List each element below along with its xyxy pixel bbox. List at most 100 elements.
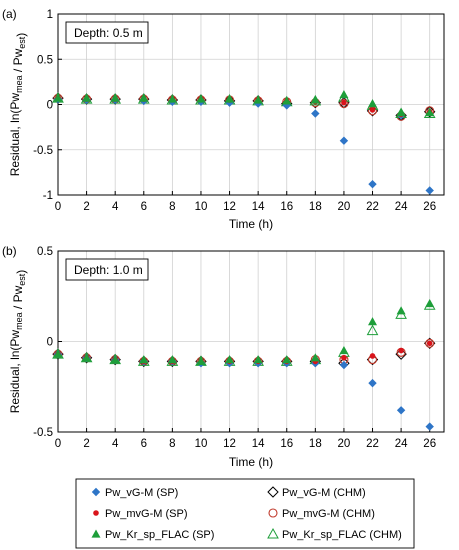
legend-marker [268, 508, 278, 518]
legend-marker [91, 487, 101, 497]
data-point [310, 353, 320, 362]
y-tick-label: 0.5 [37, 54, 53, 66]
data-point [425, 108, 435, 117]
x-tick-label: 16 [280, 438, 293, 450]
x-tick-label: 14 [252, 201, 265, 213]
x-tick-label: 0 [55, 201, 61, 213]
x-tick-label: 26 [423, 438, 436, 450]
data-point [110, 355, 120, 364]
depth-annotation-box [65, 258, 149, 281]
data-point [139, 93, 149, 102]
x-tick-label: 6 [141, 201, 147, 213]
data-point [396, 108, 406, 117]
legend-marker [267, 527, 279, 539]
x-tick-label: 8 [169, 201, 175, 213]
legend-label: Pw_mvG-M (SP) [105, 508, 188, 520]
y-tick-label: -1 [43, 190, 53, 202]
panel-label: (b) [2, 244, 17, 258]
data-point [368, 179, 377, 189]
depth-annotation: Depth: 1.0 m [74, 263, 143, 277]
data-point [369, 353, 376, 359]
legend-label: Pw_vG-M (CHM) [282, 487, 366, 499]
data-point [310, 95, 320, 104]
data-point [196, 94, 206, 103]
data-point [225, 355, 235, 364]
x-tick-label: 20 [338, 438, 351, 450]
data-point [425, 186, 434, 195]
legend-label: Pw_Kr_sp_FLAC (CHM) [282, 529, 402, 541]
x-tick-label: 4 [112, 201, 119, 213]
x-tick-label: 0 [55, 438, 61, 450]
data-point [339, 346, 349, 355]
data-point [282, 96, 292, 105]
y-tick-label: 1 [47, 9, 53, 21]
data-point [368, 317, 378, 326]
data-point [225, 94, 235, 103]
x-tick-label: 18 [309, 438, 322, 450]
legend-label: Pw_mvG-M (CHM) [282, 508, 375, 520]
data-point [339, 99, 349, 109]
data-point [339, 360, 349, 370]
y-tick-label: -0.5 [33, 427, 53, 439]
data-point [253, 95, 263, 104]
x-tick-label: 22 [366, 201, 379, 213]
legend: Pw_vG-M (SP) Pw_vG-M (CHM) Pw_mvG-M (SP) Pw… [75, 478, 415, 549]
legend-label: Pw_vG-M (SP) [105, 487, 178, 499]
data-point [282, 355, 292, 364]
data-point [339, 136, 349, 145]
data-point [425, 422, 434, 431]
data-point [395, 348, 407, 360]
x-tick-label: 24 [395, 438, 408, 450]
data-point [82, 353, 92, 362]
y-axis-label: Residual, ln(Pwmea / Pwest) [8, 270, 28, 414]
data-point [369, 107, 376, 113]
x-tick-label: 2 [83, 201, 89, 213]
x-tick-label: 24 [395, 201, 408, 213]
x-tick-label: 8 [169, 438, 175, 450]
y-tick-label: 0.5 [37, 246, 53, 258]
x-tick-label: 2 [83, 438, 89, 450]
y-tick-label: -0.5 [33, 145, 53, 157]
data-point [423, 106, 436, 118]
depth-annotation: Depth: 0.5 m [74, 26, 143, 40]
x-tick-label: 22 [366, 438, 379, 450]
data-point [339, 90, 349, 99]
data-point [139, 355, 149, 364]
x-tick-label: 10 [195, 438, 208, 450]
data-point [368, 378, 377, 388]
legend-label: Pw_Kr_sp_FLAC (SP) [105, 529, 214, 541]
y-tick-label: 0 [47, 337, 53, 349]
legend-marker [267, 486, 279, 498]
data-point [366, 324, 379, 336]
legend-marker [93, 510, 99, 516]
x-tick-label: 12 [223, 438, 236, 450]
y-axis-label: Residual, ln(Pwmea / Pwest) [8, 33, 28, 177]
data-point [396, 306, 406, 315]
y-tick-label: 0 [47, 100, 53, 112]
data-point [398, 347, 404, 354]
data-point [196, 356, 206, 366]
data-point [53, 349, 63, 358]
x-tick-label: 18 [309, 201, 322, 213]
data-point [311, 109, 320, 118]
x-tick-label: 26 [423, 201, 436, 213]
data-point [425, 338, 435, 348]
data-point [253, 355, 263, 364]
x-tick-label: 20 [338, 201, 351, 213]
depth-annotation-box [65, 21, 149, 44]
legend-marker [91, 529, 101, 538]
data-point [167, 94, 177, 103]
x-tick-label: 12 [223, 201, 236, 213]
data-point [167, 355, 177, 364]
data-point [110, 93, 120, 102]
x-tick-label: 10 [195, 201, 208, 213]
data-point [368, 99, 378, 108]
data-point [396, 406, 406, 415]
x-tick-label: 16 [280, 201, 293, 213]
x-tick-label: 6 [141, 438, 147, 450]
data-point [426, 340, 433, 347]
data-point [341, 354, 347, 361]
legend-box [75, 478, 415, 549]
